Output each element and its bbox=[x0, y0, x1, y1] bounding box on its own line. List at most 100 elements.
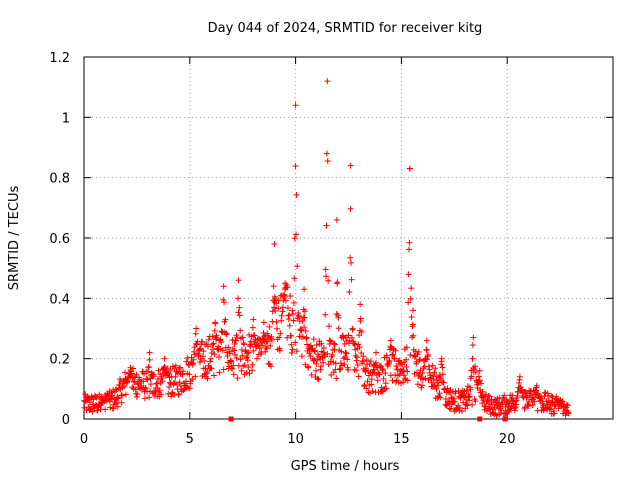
data-point bbox=[276, 347, 283, 354]
data-point bbox=[368, 381, 375, 388]
data-point bbox=[368, 376, 375, 383]
data-point bbox=[249, 361, 256, 368]
data-point bbox=[159, 378, 166, 385]
data-point bbox=[349, 326, 356, 333]
data-point bbox=[207, 355, 214, 362]
data-point bbox=[343, 350, 350, 357]
data-point bbox=[109, 392, 116, 399]
data-point bbox=[271, 241, 278, 248]
data-point bbox=[405, 299, 412, 306]
data-point bbox=[205, 336, 212, 343]
data-point bbox=[408, 334, 415, 341]
data-point bbox=[234, 334, 241, 341]
data-point bbox=[414, 381, 421, 388]
data-point bbox=[193, 325, 200, 332]
data-point bbox=[342, 349, 349, 356]
data-point bbox=[491, 411, 498, 418]
y-tick-label: 1.2 bbox=[49, 51, 70, 66]
data-point bbox=[439, 364, 446, 371]
data-point bbox=[415, 348, 422, 355]
data-point bbox=[355, 373, 362, 380]
data-point bbox=[357, 315, 364, 322]
data-point bbox=[249, 367, 256, 374]
data-point bbox=[227, 350, 234, 357]
data-point bbox=[286, 322, 293, 329]
data-point bbox=[212, 319, 219, 326]
data-point bbox=[311, 348, 318, 355]
data-point bbox=[211, 351, 218, 358]
data-point bbox=[472, 368, 479, 375]
data-point bbox=[337, 366, 344, 373]
data-point bbox=[486, 406, 493, 413]
data-point bbox=[341, 361, 348, 368]
data-point bbox=[297, 326, 304, 333]
data-point bbox=[128, 370, 135, 377]
data-point bbox=[325, 277, 332, 284]
data-point bbox=[301, 314, 308, 321]
data-point bbox=[241, 362, 248, 369]
data-point bbox=[292, 102, 299, 109]
data-point bbox=[114, 394, 121, 401]
data-point bbox=[204, 375, 211, 382]
data-point bbox=[563, 401, 570, 408]
data-point bbox=[231, 340, 238, 347]
data-point bbox=[192, 373, 199, 380]
y-tick-label: 0 bbox=[62, 413, 70, 428]
data-point bbox=[373, 349, 380, 356]
data-point bbox=[419, 382, 426, 389]
data-point bbox=[228, 358, 235, 365]
data-point bbox=[448, 394, 455, 401]
data-point bbox=[369, 388, 376, 395]
data-point bbox=[431, 382, 438, 389]
x-tick-label: 15 bbox=[393, 432, 410, 447]
data-point bbox=[335, 314, 342, 321]
data-point bbox=[273, 300, 280, 307]
data-point bbox=[268, 363, 275, 370]
data-point bbox=[281, 293, 288, 300]
data-point bbox=[340, 355, 347, 362]
data-point bbox=[456, 404, 463, 411]
data-point bbox=[451, 398, 458, 405]
data-point bbox=[266, 323, 273, 330]
data-point bbox=[272, 308, 279, 315]
data-point bbox=[225, 344, 232, 351]
data-point bbox=[389, 351, 396, 358]
data-point bbox=[315, 353, 322, 360]
data-point bbox=[239, 352, 246, 359]
data-point bbox=[290, 299, 297, 306]
data-point bbox=[345, 332, 352, 339]
data-point bbox=[199, 338, 206, 345]
data-point bbox=[146, 394, 153, 401]
data-point bbox=[248, 341, 255, 348]
data-point bbox=[476, 367, 483, 374]
data-point bbox=[238, 367, 245, 374]
data-point bbox=[240, 341, 247, 348]
data-point bbox=[383, 385, 390, 392]
data-point bbox=[210, 340, 217, 347]
x-tick-label: 20 bbox=[499, 432, 516, 447]
data-point bbox=[318, 340, 325, 347]
x-tick-label: 0 bbox=[80, 432, 88, 447]
data-point bbox=[235, 362, 242, 369]
data-point bbox=[356, 332, 363, 339]
data-point bbox=[200, 348, 207, 355]
data-point bbox=[417, 356, 424, 363]
data-point bbox=[360, 353, 367, 360]
data-point bbox=[334, 279, 341, 286]
data-point bbox=[207, 358, 214, 365]
data-point bbox=[458, 408, 465, 415]
data-point bbox=[529, 402, 536, 409]
data-point bbox=[302, 328, 309, 335]
data-point bbox=[293, 231, 300, 238]
data-point bbox=[384, 354, 391, 361]
data-point bbox=[479, 400, 486, 407]
data-point bbox=[477, 380, 484, 387]
data-point bbox=[408, 285, 415, 292]
data-point bbox=[555, 405, 562, 412]
data-point bbox=[282, 297, 289, 304]
data-point bbox=[134, 391, 141, 398]
data-point bbox=[273, 318, 280, 325]
data-point bbox=[352, 352, 359, 359]
data-point bbox=[423, 347, 430, 354]
data-point bbox=[288, 341, 295, 348]
